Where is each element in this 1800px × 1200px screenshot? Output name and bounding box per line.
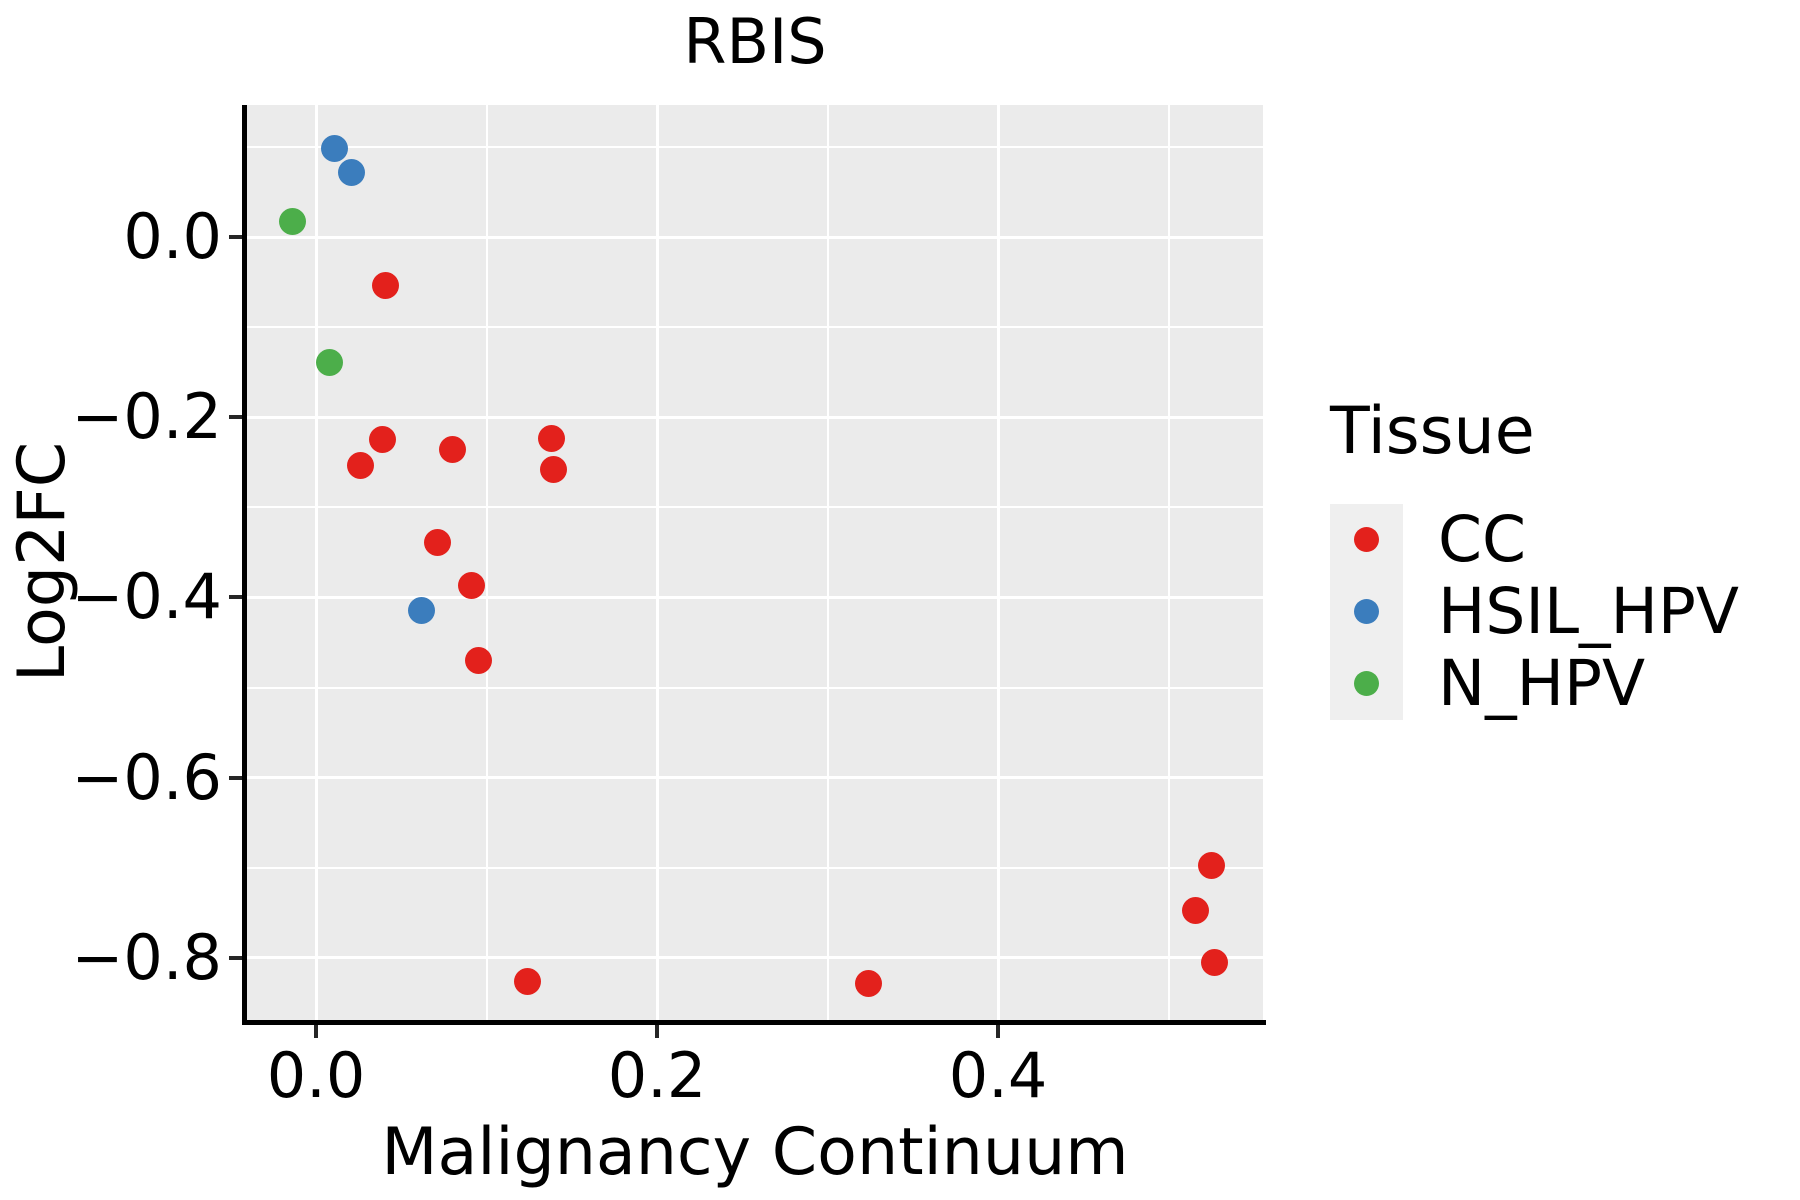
legend-dot-N_HPV	[1354, 671, 1379, 696]
data-point-CC	[1201, 948, 1229, 976]
gridline-major-horizontal	[247, 595, 1263, 599]
legend: Tissue CC HSIL_HPV N_HPV	[1330, 392, 1800, 752]
data-point-HSIL_HPV	[338, 158, 366, 186]
data-point-CC	[1197, 851, 1225, 879]
data-point-CC	[423, 528, 451, 556]
y-tick-label: 0.0	[123, 200, 222, 273]
y-axis-line	[242, 105, 247, 1025]
gridline-major-horizontal	[247, 235, 1263, 239]
gridline-minor-horizontal	[247, 866, 1263, 869]
y-tick-mark	[229, 235, 242, 239]
data-point-CC	[438, 436, 466, 464]
data-point-HSIL_HPV	[321, 135, 349, 163]
data-point-CC	[854, 970, 882, 998]
x-tick-mark	[996, 1025, 1001, 1038]
legend-item-label: HSIL_HPV	[1438, 575, 1740, 648]
data-point-CC	[369, 426, 397, 454]
x-tick-mark	[655, 1025, 660, 1038]
y-tick-mark	[229, 955, 242, 960]
y-tick-label: −0.4	[71, 560, 222, 634]
y-tick-mark	[229, 595, 242, 600]
x-tick-mark	[314, 1025, 319, 1038]
gridline-minor-horizontal	[247, 506, 1263, 509]
gridline-major-horizontal	[247, 776, 1263, 780]
gridline-minor-vertical	[1167, 105, 1170, 1020]
gridline-major-vertical	[655, 105, 659, 1020]
x-tick-label: 0.4	[948, 1039, 1048, 1112]
y-axis-title: Log2FC	[5, 441, 80, 683]
data-point-N_HPV	[278, 208, 306, 236]
gridline-major-vertical	[314, 105, 318, 1020]
y-tick-mark	[229, 775, 242, 780]
y-tick-label: −0.6	[71, 740, 222, 814]
legend-items: CC HSIL_HPV N_HPV	[1330, 504, 1792, 720]
y-tick-mark	[229, 415, 242, 420]
legend-item-label: CC	[1438, 503, 1526, 576]
legend-item-HSIL_HPV: HSIL_HPV	[1330, 576, 1792, 648]
plot-title: RBIS	[683, 5, 827, 78]
legend-item-label: N_HPV	[1438, 647, 1646, 720]
gridline-minor-vertical	[826, 105, 829, 1020]
x-axis-line	[242, 1020, 1266, 1025]
gridline-minor-horizontal	[247, 145, 1263, 148]
data-point-CC	[464, 646, 492, 674]
y-tick-label: −0.8	[71, 920, 222, 994]
data-point-CC	[513, 967, 541, 995]
x-tick-label: 0.0	[266, 1039, 366, 1112]
gridline-minor-vertical	[485, 105, 488, 1020]
data-point-CC	[539, 455, 567, 483]
legend-item-CC: CC	[1330, 504, 1792, 576]
legend-title: Tissue	[1330, 394, 1535, 469]
x-axis-title: Malignancy Continuum	[381, 1115, 1129, 1190]
data-point-CC	[457, 572, 485, 600]
gridline-major-horizontal	[247, 415, 1263, 419]
gridline-minor-horizontal	[247, 326, 1263, 329]
gridline-major-horizontal	[247, 956, 1263, 960]
data-point-CC	[1182, 897, 1210, 925]
plot-panel	[247, 105, 1263, 1020]
legend-item-N_HPV: N_HPV	[1330, 648, 1792, 720]
gridline-major-vertical	[996, 105, 1000, 1020]
y-tick-label: −0.2	[71, 380, 222, 454]
data-point-CC	[372, 272, 400, 300]
data-point-CC	[346, 452, 374, 480]
data-point-N_HPV	[316, 348, 344, 376]
legend-dot-CC	[1354, 527, 1379, 552]
legend-dot-HSIL_HPV	[1354, 599, 1379, 624]
x-tick-label: 0.2	[607, 1039, 707, 1112]
data-point-HSIL_HPV	[408, 596, 436, 624]
data-point-CC	[537, 425, 565, 453]
gridline-minor-horizontal	[247, 686, 1263, 689]
